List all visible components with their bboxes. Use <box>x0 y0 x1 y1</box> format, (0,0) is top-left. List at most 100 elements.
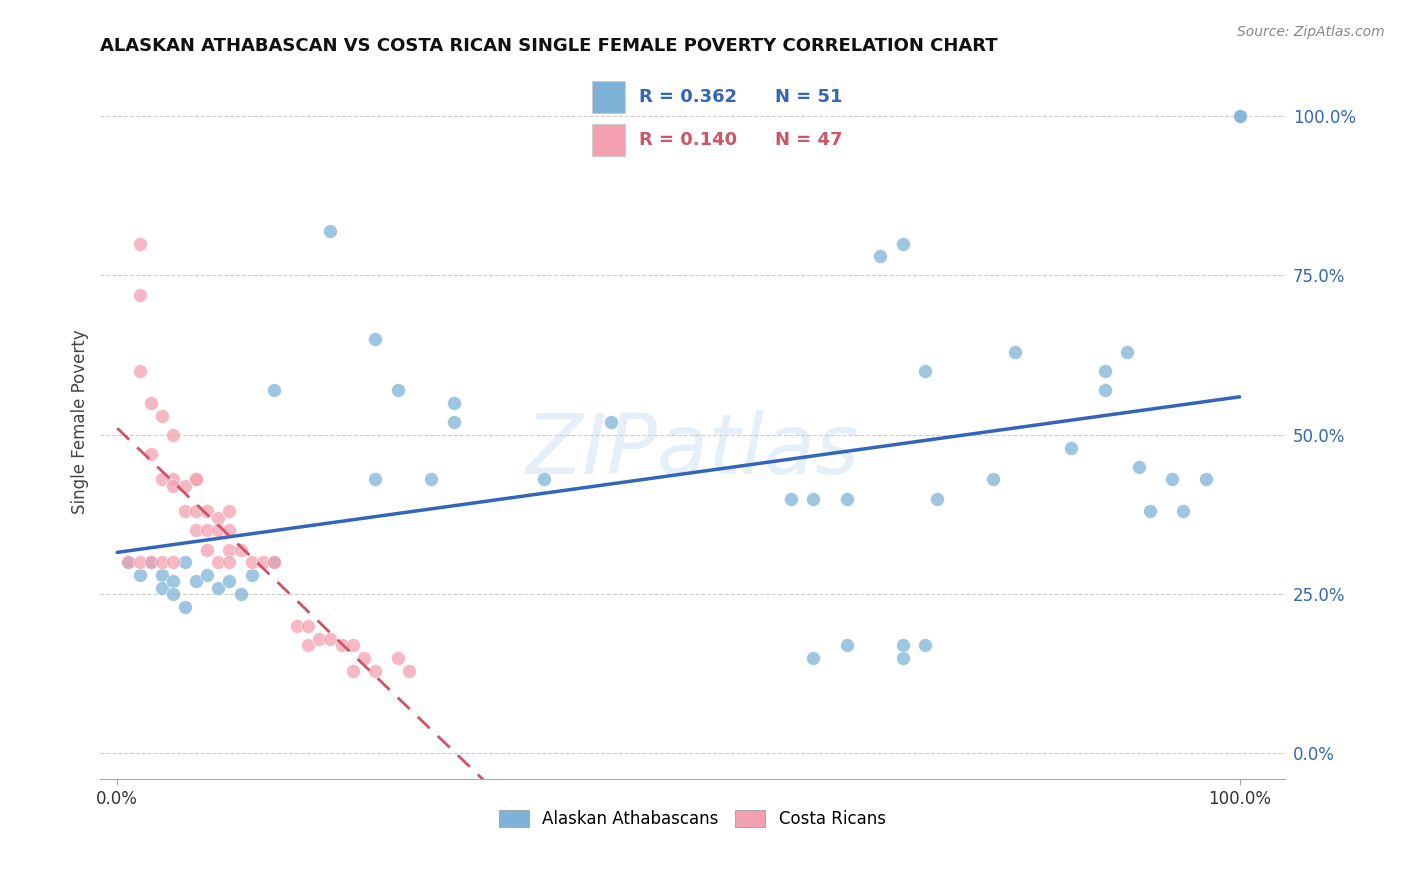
Point <box>779 491 801 506</box>
Point <box>600 415 623 429</box>
Point <box>1128 459 1150 474</box>
Point <box>139 555 162 569</box>
Y-axis label: Single Female Poverty: Single Female Poverty <box>72 330 89 515</box>
Point <box>1094 364 1116 378</box>
Point <box>387 383 409 397</box>
Point <box>195 504 218 518</box>
Point <box>835 491 858 506</box>
Point <box>162 574 184 589</box>
Legend: Alaskan Athabascans, Costa Ricans: Alaskan Athabascans, Costa Ricans <box>492 804 893 835</box>
Point <box>364 664 387 678</box>
Point <box>150 472 173 486</box>
Point <box>128 364 150 378</box>
Point <box>319 632 342 646</box>
Point <box>150 581 173 595</box>
Point <box>173 479 195 493</box>
Point <box>443 415 465 429</box>
Point <box>285 619 308 633</box>
Point <box>139 447 162 461</box>
Point <box>184 574 207 589</box>
Point <box>229 542 252 557</box>
Point <box>1116 345 1139 359</box>
Point <box>162 427 184 442</box>
Point <box>914 638 936 652</box>
Point <box>128 555 150 569</box>
Point <box>128 236 150 251</box>
Point <box>533 472 555 486</box>
Point <box>128 287 150 301</box>
Point <box>1060 441 1083 455</box>
Point <box>195 524 218 538</box>
Point <box>801 491 824 506</box>
Text: R = 0.140: R = 0.140 <box>640 131 737 149</box>
Point <box>229 587 252 601</box>
Point <box>162 555 184 569</box>
Point <box>252 555 274 569</box>
Point <box>398 664 420 678</box>
Point <box>117 555 139 569</box>
Point <box>891 650 914 665</box>
Point <box>914 364 936 378</box>
Point <box>297 619 319 633</box>
Point <box>173 555 195 569</box>
Point <box>207 510 229 524</box>
Point <box>387 650 409 665</box>
Point <box>1161 472 1184 486</box>
Point <box>207 555 229 569</box>
Point <box>308 632 330 646</box>
Text: ZIPatlas: ZIPatlas <box>526 410 859 491</box>
Point <box>364 472 387 486</box>
Point <box>139 555 162 569</box>
FancyBboxPatch shape <box>592 124 624 156</box>
Text: R = 0.362: R = 0.362 <box>640 88 737 106</box>
Point <box>342 664 364 678</box>
Text: N = 51: N = 51 <box>775 88 842 106</box>
Point <box>891 236 914 251</box>
Point <box>162 472 184 486</box>
Point <box>297 638 319 652</box>
Point <box>218 542 240 557</box>
Text: N = 47: N = 47 <box>775 131 842 149</box>
Point <box>801 650 824 665</box>
Point <box>319 224 342 238</box>
Point <box>150 568 173 582</box>
FancyBboxPatch shape <box>592 81 624 113</box>
Point <box>150 555 173 569</box>
Point <box>184 524 207 538</box>
Point <box>364 332 387 346</box>
Point <box>869 249 891 263</box>
Point <box>173 504 195 518</box>
Point <box>1094 383 1116 397</box>
Point <box>263 555 285 569</box>
Text: Source: ZipAtlas.com: Source: ZipAtlas.com <box>1237 25 1385 39</box>
Point <box>207 581 229 595</box>
Point <box>1229 109 1251 123</box>
Point <box>1004 345 1026 359</box>
Point <box>891 638 914 652</box>
Point <box>184 504 207 518</box>
Point <box>342 638 364 652</box>
Point <box>218 504 240 518</box>
Point <box>173 599 195 614</box>
Point <box>162 587 184 601</box>
Point <box>184 472 207 486</box>
Point <box>218 524 240 538</box>
Point <box>353 650 375 665</box>
Point <box>1195 472 1218 486</box>
Point <box>162 479 184 493</box>
Point <box>207 524 229 538</box>
Point <box>263 555 285 569</box>
Point <box>1139 504 1161 518</box>
Point <box>835 638 858 652</box>
Point <box>420 472 443 486</box>
Point <box>218 574 240 589</box>
Point <box>443 396 465 410</box>
Point <box>195 568 218 582</box>
Point <box>128 568 150 582</box>
Point <box>150 409 173 423</box>
Point <box>263 383 285 397</box>
Point <box>218 555 240 569</box>
Point <box>139 396 162 410</box>
Point <box>1229 109 1251 123</box>
Text: ALASKAN ATHABASCAN VS COSTA RICAN SINGLE FEMALE POVERTY CORRELATION CHART: ALASKAN ATHABASCAN VS COSTA RICAN SINGLE… <box>100 37 998 55</box>
